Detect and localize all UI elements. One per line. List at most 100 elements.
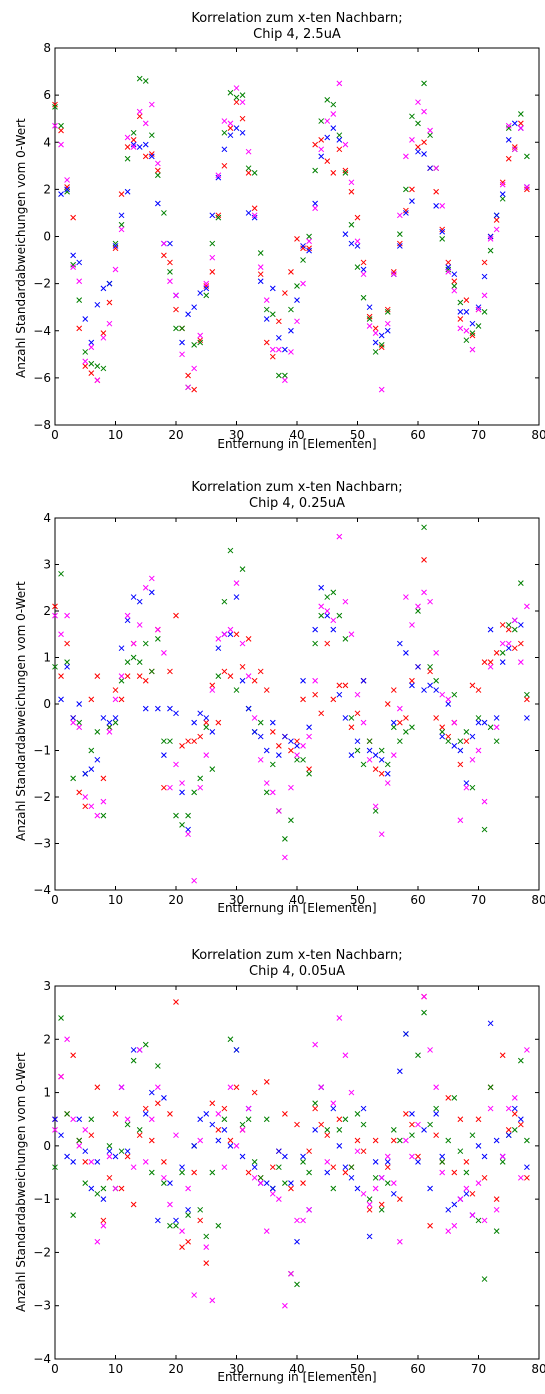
data-point-red [306,766,312,772]
data-point-red [269,729,276,735]
data-point-red [209,1100,216,1107]
data-point-magenta [288,784,294,791]
data-point-green [336,1127,343,1133]
data-point-green [94,1190,101,1197]
data-point-blue [282,733,288,740]
data-point-green [372,808,379,814]
data-point-blue [112,243,119,249]
data-point-blue [154,705,161,712]
data-point-blue [475,1143,482,1149]
data-point-blue [390,1190,397,1197]
data-point-blue [227,631,234,638]
data-point-magenta [378,1174,385,1181]
data-point-red [463,738,470,745]
data-point-blue [239,1153,246,1160]
data-point-blue [94,301,101,308]
data-point-blue [118,212,125,219]
data-point-green [191,342,198,348]
data-point-magenta [245,673,252,679]
data-point-green [191,789,198,796]
data-point-red [100,775,107,782]
data-point-red [191,738,198,745]
data-point-magenta [239,1127,246,1133]
data-point-magenta [179,780,185,786]
data-point-green [167,268,173,275]
data-point-red [209,682,216,689]
data-point-magenta [64,177,70,183]
chart-title-line2: Chip 4, 0.05uA [249,964,345,979]
data-point-magenta [445,268,452,275]
data-point-green [167,738,173,745]
data-point-green [318,118,325,124]
data-point-blue [306,247,312,254]
data-point-red [94,673,101,679]
data-point-red [384,1164,391,1171]
data-point-green [142,640,149,647]
data-point-green [421,524,427,531]
data-point-green [118,221,125,228]
data-point-red [451,278,458,285]
data-point-magenta [251,1174,258,1181]
data-point-red [142,153,149,160]
data-point-red [354,1137,361,1144]
data-point-magenta [336,1015,343,1021]
x-axis-label: Entfernung in [Elementen] [217,901,377,915]
data-point-red [384,306,391,313]
data-point-magenta [251,212,258,219]
data-point-magenta [493,226,500,233]
data-point-blue [439,228,446,235]
chart-title-line1: Korrelation zum x-ten Nachbarn; [191,480,403,495]
data-point-blue [227,132,234,139]
data-point-magenta [300,1217,306,1224]
data-point-green [215,214,222,221]
data-point-red [396,1196,403,1202]
data-point-blue [275,1148,282,1155]
data-point-blue [366,1233,373,1240]
data-point-blue [100,715,107,721]
data-point-magenta [148,1116,155,1123]
data-point-red [52,603,58,610]
data-point-magenta [415,603,421,610]
data-point-magenta [257,756,264,763]
data-point-green [517,1057,524,1064]
data-point-green [348,221,355,228]
data-point-magenta [58,631,64,638]
data-point-red [457,316,464,322]
data-point-magenta [300,280,306,287]
data-point-red [88,370,95,377]
chart-title-line1: Korrelation zum x-ten Nachbarn; [191,11,403,26]
data-point-magenta [167,784,173,791]
data-point-blue [197,710,204,717]
data-point-blue [76,259,83,266]
data-point-magenta [263,297,270,303]
data-point-magenta [88,1158,95,1165]
data-point-magenta [487,236,494,242]
data-point-magenta [354,691,361,698]
data-point-green [475,715,482,721]
data-point-blue [336,137,343,143]
data-point-magenta [257,1180,264,1187]
data-point-red [403,715,409,721]
data-point-blue [493,715,500,721]
data-point-magenta [342,1052,349,1059]
data-point-blue [58,191,64,197]
data-point-red [263,1079,270,1085]
data-point-green [288,306,294,313]
data-point-red [70,214,77,221]
x-axis-label: Entfernung in [Elementen] [217,437,377,451]
data-point-red [136,113,143,120]
data-point-green [306,770,312,777]
data-point-magenta [348,631,355,638]
data-point-blue [306,724,312,731]
data-point-blue [487,626,494,633]
data-point-magenta [185,831,191,838]
data-point-blue [209,212,216,219]
data-point-green [475,1217,482,1224]
data-point-green [457,299,464,306]
data-point-blue [161,752,167,759]
data-point-magenta [197,1137,204,1144]
data-point-blue [300,243,306,249]
data-point-magenta [433,649,440,656]
y-tick-label: −4 [33,324,51,338]
data-point-magenta [94,377,101,384]
